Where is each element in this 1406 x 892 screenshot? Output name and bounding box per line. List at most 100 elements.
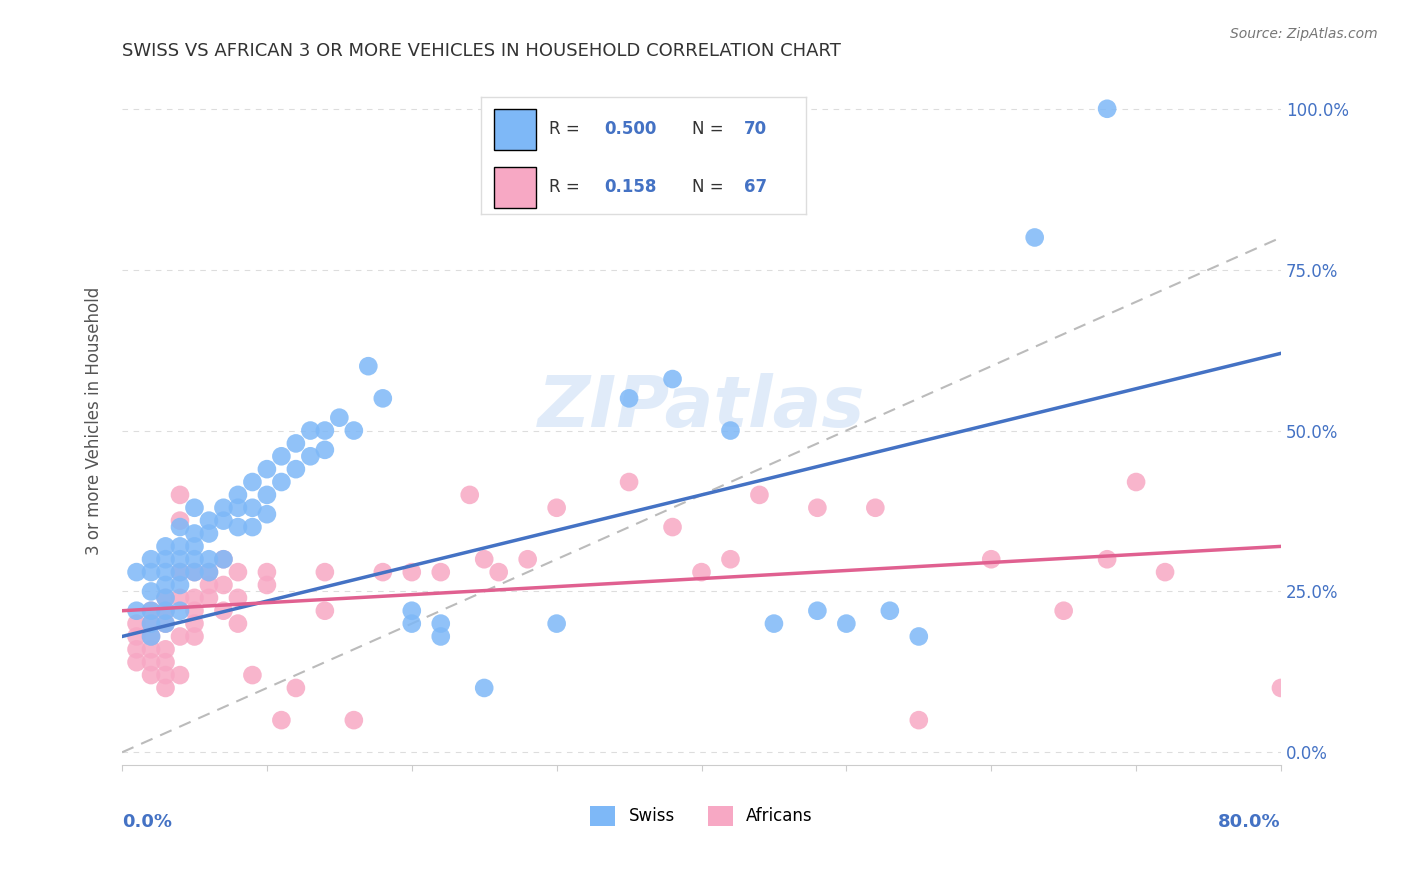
Point	[169, 565, 191, 579]
Point	[488, 565, 510, 579]
Point	[1154, 565, 1177, 579]
Point	[183, 630, 205, 644]
Point	[155, 591, 177, 605]
Point	[155, 578, 177, 592]
Point	[314, 424, 336, 438]
Point	[155, 642, 177, 657]
Point	[242, 500, 264, 515]
Point	[472, 552, 495, 566]
Point	[139, 630, 162, 644]
Point	[139, 552, 162, 566]
Point	[256, 578, 278, 592]
Point	[226, 565, 249, 579]
Point	[169, 578, 191, 592]
Point	[212, 552, 235, 566]
Point	[125, 630, 148, 644]
Point	[169, 488, 191, 502]
Point	[125, 642, 148, 657]
Point	[256, 462, 278, 476]
Point	[748, 488, 770, 502]
Point	[270, 713, 292, 727]
Point	[155, 655, 177, 669]
Point	[720, 424, 742, 438]
Point	[762, 616, 785, 631]
Point	[980, 552, 1002, 566]
Point	[865, 500, 887, 515]
Point	[617, 475, 640, 489]
Point	[546, 616, 568, 631]
Point	[139, 668, 162, 682]
Point	[299, 424, 322, 438]
Point	[226, 488, 249, 502]
Point	[125, 565, 148, 579]
Point	[458, 488, 481, 502]
Point	[212, 578, 235, 592]
Point	[139, 616, 162, 631]
Text: Source: ZipAtlas.com: Source: ZipAtlas.com	[1230, 27, 1378, 41]
Point	[270, 450, 292, 464]
Point	[155, 591, 177, 605]
Point	[183, 604, 205, 618]
Point	[371, 392, 394, 406]
Point	[183, 616, 205, 631]
Point	[169, 668, 191, 682]
Point	[155, 668, 177, 682]
Point	[226, 591, 249, 605]
Point	[198, 565, 221, 579]
Point	[472, 681, 495, 695]
Y-axis label: 3 or more Vehicles in Household: 3 or more Vehicles in Household	[86, 286, 103, 555]
Point	[169, 520, 191, 534]
Point	[401, 604, 423, 618]
Point	[212, 514, 235, 528]
Point	[139, 655, 162, 669]
Text: ZIPatlas: ZIPatlas	[538, 373, 865, 442]
Point	[879, 604, 901, 618]
Point	[198, 591, 221, 605]
Point	[169, 552, 191, 566]
Point	[256, 507, 278, 521]
Point	[183, 565, 205, 579]
Point	[226, 520, 249, 534]
Point	[139, 565, 162, 579]
Point	[139, 604, 162, 618]
Point	[155, 616, 177, 631]
Point	[314, 565, 336, 579]
Point	[690, 565, 713, 579]
Point	[155, 616, 177, 631]
Point	[242, 475, 264, 489]
Point	[806, 500, 828, 515]
Point	[169, 514, 191, 528]
Point	[212, 604, 235, 618]
Point	[198, 514, 221, 528]
Point	[242, 520, 264, 534]
Point	[242, 668, 264, 682]
Point	[328, 410, 350, 425]
Point	[198, 552, 221, 566]
Point	[183, 526, 205, 541]
Point	[183, 540, 205, 554]
Point	[1270, 681, 1292, 695]
Text: SWISS VS AFRICAN 3 OR MORE VEHICLES IN HOUSEHOLD CORRELATION CHART: SWISS VS AFRICAN 3 OR MORE VEHICLES IN H…	[122, 42, 841, 60]
Point	[226, 616, 249, 631]
Point	[1095, 552, 1118, 566]
Point	[357, 359, 380, 374]
Point	[401, 565, 423, 579]
Point	[299, 450, 322, 464]
Point	[169, 565, 191, 579]
Point	[284, 681, 307, 695]
Point	[661, 372, 683, 386]
Point	[429, 616, 451, 631]
Point	[169, 540, 191, 554]
Point	[1024, 230, 1046, 244]
Point	[155, 681, 177, 695]
Point	[155, 565, 177, 579]
Point	[907, 713, 929, 727]
Point	[155, 604, 177, 618]
Point	[256, 565, 278, 579]
Point	[183, 500, 205, 515]
Point	[284, 462, 307, 476]
Point	[139, 630, 162, 644]
Point	[125, 604, 148, 618]
Point	[907, 630, 929, 644]
Text: 80.0%: 80.0%	[1219, 814, 1281, 831]
